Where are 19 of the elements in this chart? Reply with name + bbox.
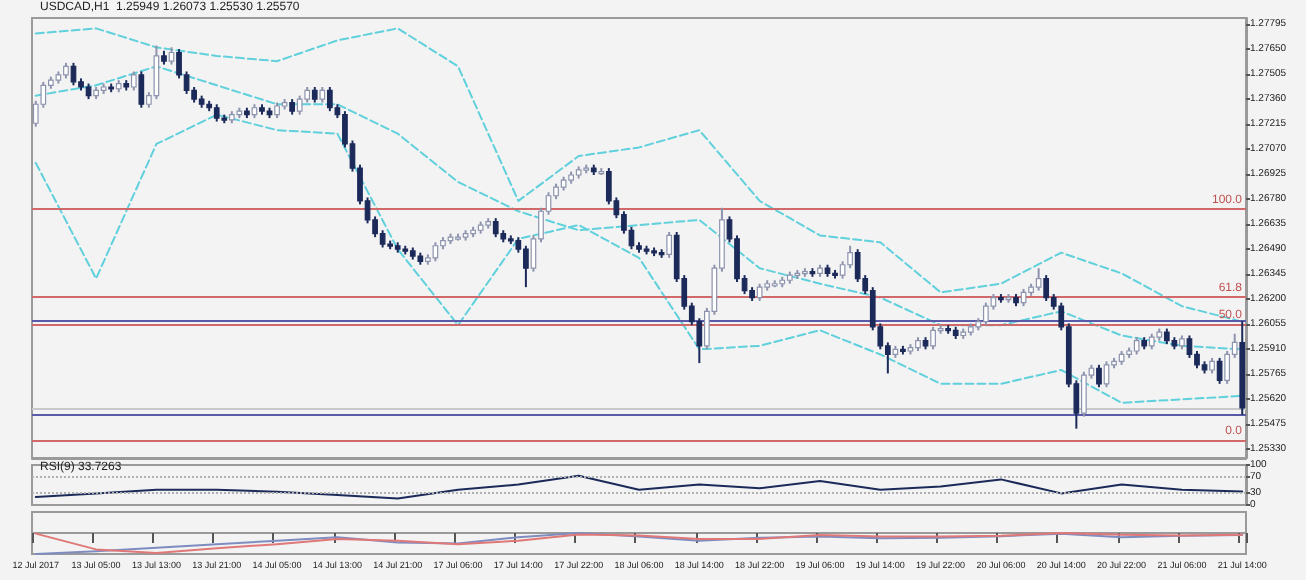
candlestick [1081,370,1087,418]
candlestick [1186,334,1193,359]
candlestick [523,244,529,289]
candlestick [1043,274,1050,302]
line-series [34,27,1244,323]
candlestick [1224,350,1231,385]
candlestick [666,230,673,259]
line-series [34,474,1244,500]
candlestick [930,325,936,351]
candlestick [326,86,333,113]
candlestick [1035,267,1042,292]
candlestick [1216,356,1223,385]
candlestick [130,70,137,92]
candlestick [983,301,989,327]
candlestick [1096,363,1102,389]
candlestick [296,94,303,116]
candlestick [138,70,145,109]
candlestick [492,217,499,239]
candlestick [432,241,439,263]
